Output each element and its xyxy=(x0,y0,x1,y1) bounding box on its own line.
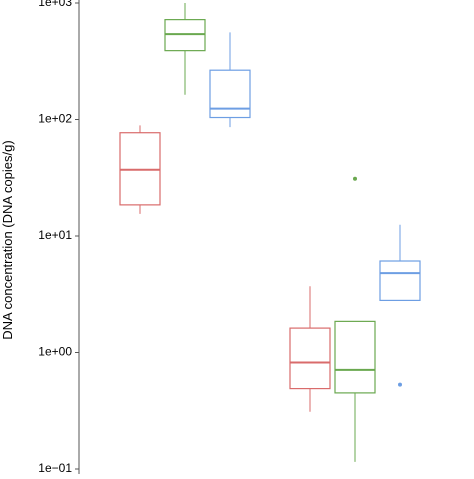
y-tick-label: 1e−01 xyxy=(38,461,72,474)
box-green xyxy=(164,3,206,95)
y-axis-label: DNA concentration (DNA copies/g) xyxy=(0,140,15,339)
box-red xyxy=(289,286,331,412)
box-iqr xyxy=(334,320,376,394)
box-blue xyxy=(209,32,251,128)
y-tick-label: 1e+00 xyxy=(38,345,72,359)
box-iqr xyxy=(209,69,251,119)
box-iqr xyxy=(379,260,421,302)
y-tick-label: 1e+03 xyxy=(38,0,72,9)
boxes xyxy=(119,3,421,462)
y-tick-label: 1e+01 xyxy=(38,228,72,242)
outlier-point xyxy=(398,382,402,387)
box-red xyxy=(119,125,161,214)
y-axis-ticks: 1e+03 1e+02 1e+01 1e+00 1e−01 xyxy=(38,0,79,475)
y-tick-label: 1e+02 xyxy=(38,112,72,126)
box-green xyxy=(334,176,376,462)
box-iqr xyxy=(289,327,331,390)
box-blue xyxy=(379,224,421,387)
outlier-point xyxy=(353,176,357,181)
box-iqr xyxy=(119,132,161,206)
